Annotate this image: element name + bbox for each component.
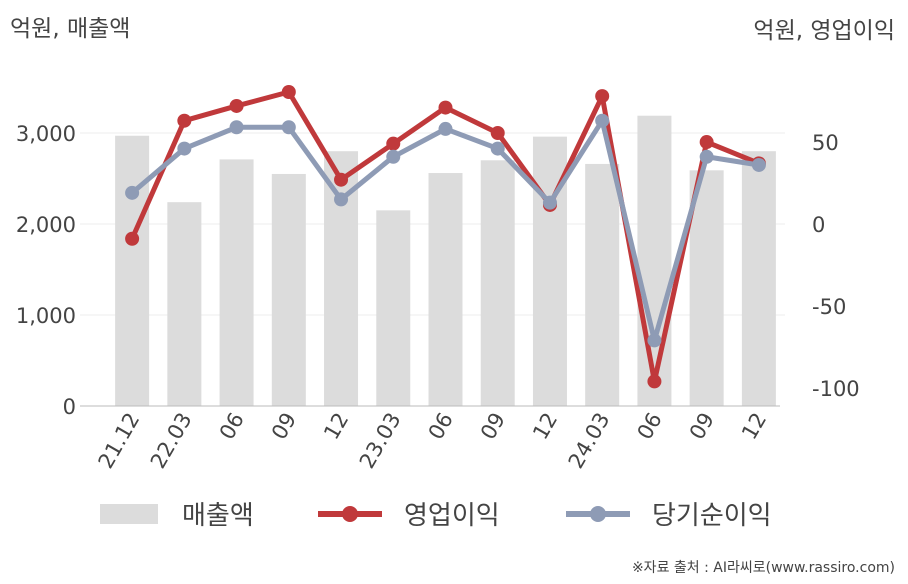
x-tick-label: 06 xyxy=(633,409,667,444)
legend-label: 영업이익 xyxy=(404,501,500,531)
bar xyxy=(376,210,411,406)
point xyxy=(595,89,610,104)
point xyxy=(281,120,296,135)
y-axis-title: 억원, 매출액 xyxy=(10,16,130,42)
legend-label: 당기순이익 xyxy=(652,501,772,531)
x-tick-label: 06 xyxy=(215,409,249,444)
point xyxy=(334,172,349,187)
x-tick-label: 09 xyxy=(685,409,719,444)
x-tick-label: 12 xyxy=(319,409,353,444)
x-tick-label: 24.03 xyxy=(564,409,615,473)
y-tick-label: 0 xyxy=(63,395,76,419)
bar xyxy=(480,160,515,406)
point xyxy=(125,231,140,246)
bar xyxy=(689,170,724,406)
point xyxy=(281,85,296,100)
point xyxy=(438,121,453,136)
x-tick-label: 09 xyxy=(476,409,510,444)
legend-swatch xyxy=(100,504,158,524)
point xyxy=(699,149,714,164)
point xyxy=(229,120,244,135)
point xyxy=(490,141,505,156)
y-tick-label: 3,000 xyxy=(16,122,76,146)
y-tick-label: 2,000 xyxy=(16,213,76,237)
x-tick-label: 12 xyxy=(528,409,562,444)
point xyxy=(751,157,766,172)
x-tick-label: 12 xyxy=(737,409,771,444)
legend-marker xyxy=(590,506,606,522)
point xyxy=(699,135,714,150)
point xyxy=(542,195,557,210)
y2-tick-label: -100 xyxy=(812,377,860,401)
y2-tick-label: 50 xyxy=(812,131,839,155)
x-tick-label: 23.03 xyxy=(355,409,406,473)
bar xyxy=(167,202,202,406)
bar xyxy=(271,173,306,406)
y-tick-label: 1,000 xyxy=(16,304,76,328)
bar xyxy=(428,173,463,406)
x-tick-label: 22.03 xyxy=(146,409,197,473)
source-note: ※자료 출처 : AI라씨로(www.rassiro.com) xyxy=(632,560,895,576)
x-tick-label: 06 xyxy=(424,409,458,444)
point xyxy=(177,113,192,128)
y2-tick-label: 0 xyxy=(812,213,825,237)
point xyxy=(229,98,244,113)
point xyxy=(177,141,192,156)
y2-axis-title: 억원, 영업이익 xyxy=(753,18,895,44)
y2-tick-label: -50 xyxy=(812,295,846,319)
point xyxy=(490,126,505,140)
point xyxy=(125,185,140,200)
point xyxy=(334,192,349,207)
legend-marker xyxy=(342,506,358,522)
point xyxy=(386,149,401,164)
bar xyxy=(219,159,254,406)
bar xyxy=(585,163,620,406)
point xyxy=(438,100,453,115)
point xyxy=(647,333,662,348)
legend-label: 매출액 xyxy=(182,501,254,531)
point xyxy=(595,113,610,128)
bar xyxy=(741,151,776,406)
point xyxy=(647,374,662,389)
bar xyxy=(637,115,672,407)
x-tick-label: 21.12 xyxy=(94,409,145,473)
x-tick-label: 09 xyxy=(267,409,301,444)
bar xyxy=(115,135,150,407)
point xyxy=(386,136,401,151)
